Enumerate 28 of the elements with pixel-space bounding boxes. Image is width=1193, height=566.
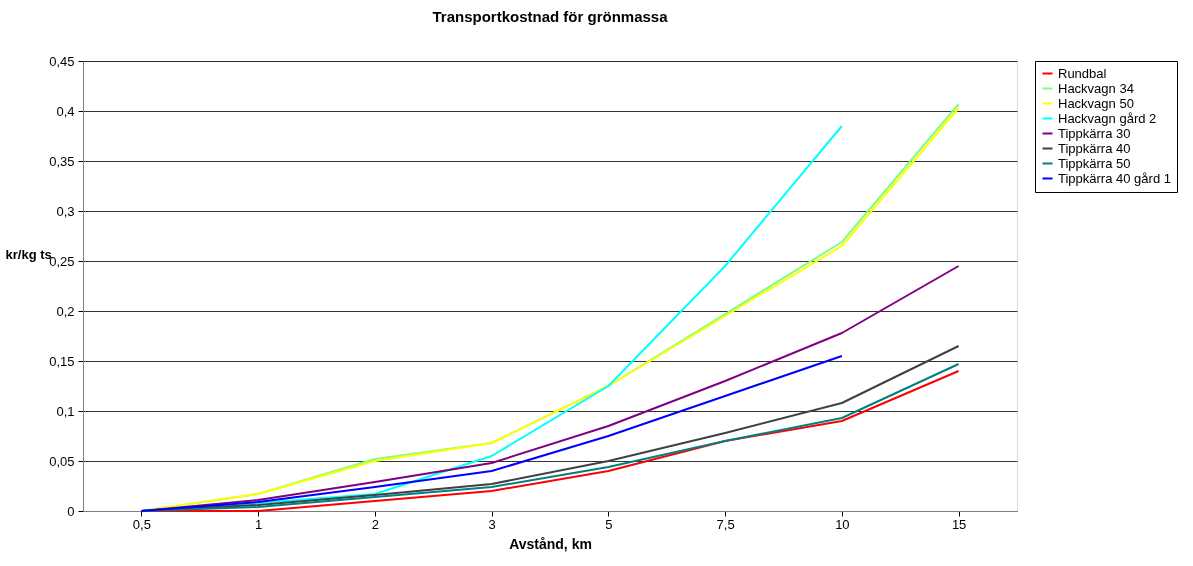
line-series: [140, 355, 843, 512]
x-tick-label: 10: [835, 516, 850, 532]
y-tick-label: 0,1: [56, 403, 75, 419]
legend-label: Tippkärra 30: [1058, 125, 1131, 141]
x-tick-label: 3: [488, 516, 496, 532]
legend-label: Hackvagn 50: [1058, 95, 1134, 111]
legend-label: Tippkärra 40 gård 1: [1058, 170, 1171, 186]
legend-label: Rundbal: [1058, 65, 1107, 81]
x-tick-label: 1: [255, 516, 263, 532]
y-tick-label: 0,35: [49, 153, 75, 169]
legend-label: Tippkärra 40: [1058, 140, 1131, 156]
x-tick-label: 0,5: [132, 516, 151, 532]
legend-label: Hackvagn gård 2: [1058, 110, 1157, 126]
x-tick-label: 2: [371, 516, 379, 532]
x-tick-label: 15: [951, 516, 967, 532]
x-tick-label: 7,5: [716, 516, 735, 532]
y-tick-label: 0,15: [49, 353, 75, 369]
chart-title: Transportkostnad för grönmassa: [432, 8, 669, 25]
x-axis-title: Avstånd, km: [509, 535, 592, 552]
y-tick-label: 0,3: [56, 203, 75, 219]
y-tick-label: 0,45: [49, 53, 75, 69]
y-tick-label: 0,2: [56, 303, 75, 319]
legend-label: Tippkärra 50: [1058, 155, 1131, 171]
legend-label: Hackvagn 34: [1058, 80, 1134, 96]
x-tick-label: 5: [605, 516, 613, 532]
y-tick-label: 0,4: [56, 103, 75, 119]
y-tick-label: 0: [67, 503, 75, 519]
y-tick-label: 0,05: [49, 453, 75, 469]
